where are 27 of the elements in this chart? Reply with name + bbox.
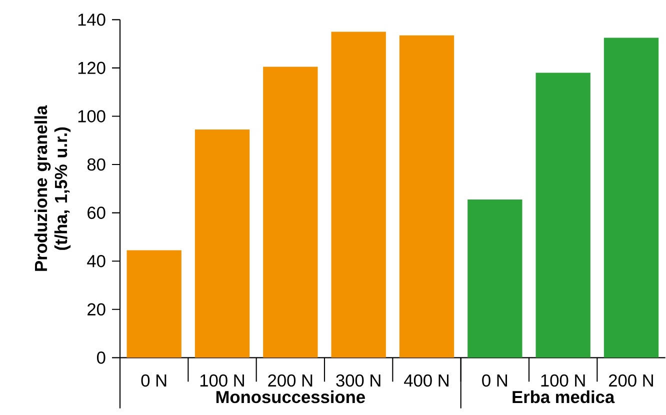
series-label: Erba medica bbox=[512, 390, 615, 404]
bar bbox=[331, 32, 386, 358]
bar bbox=[126, 250, 182, 358]
bar bbox=[468, 200, 522, 358]
x-tick-label: 100 N bbox=[200, 374, 244, 387]
series-label: Monosuccessione bbox=[216, 390, 365, 404]
x-tick-label: 100 N bbox=[541, 374, 585, 387]
y-axis-title: Produzione granella (t/ha, 1,5% u.r.) bbox=[34, 105, 71, 271]
bar bbox=[536, 72, 590, 358]
y-tick-label: 20 bbox=[88, 303, 106, 316]
x-tick-label: 0 N bbox=[141, 374, 166, 387]
bar bbox=[263, 66, 318, 358]
y-tick-label: 120 bbox=[78, 62, 106, 74]
bar bbox=[399, 35, 454, 358]
x-tick-label: 300 N bbox=[336, 374, 380, 387]
y-tick-label: 60 bbox=[88, 206, 106, 219]
y-tick-label: 0 bbox=[96, 352, 106, 364]
y-tick-label: 40 bbox=[87, 254, 106, 268]
x-tick-label: 200 N bbox=[609, 374, 653, 387]
bar bbox=[604, 38, 659, 358]
x-tick-label: 400 N bbox=[404, 374, 448, 387]
bar bbox=[194, 130, 250, 358]
y-tick-label: 100 bbox=[78, 110, 106, 122]
y-tick-label: 80 bbox=[87, 158, 106, 171]
y-tick-label: 140 bbox=[78, 14, 106, 26]
x-tick-label: 200 N bbox=[268, 374, 312, 387]
x-tick-label: 0 N bbox=[482, 374, 507, 387]
